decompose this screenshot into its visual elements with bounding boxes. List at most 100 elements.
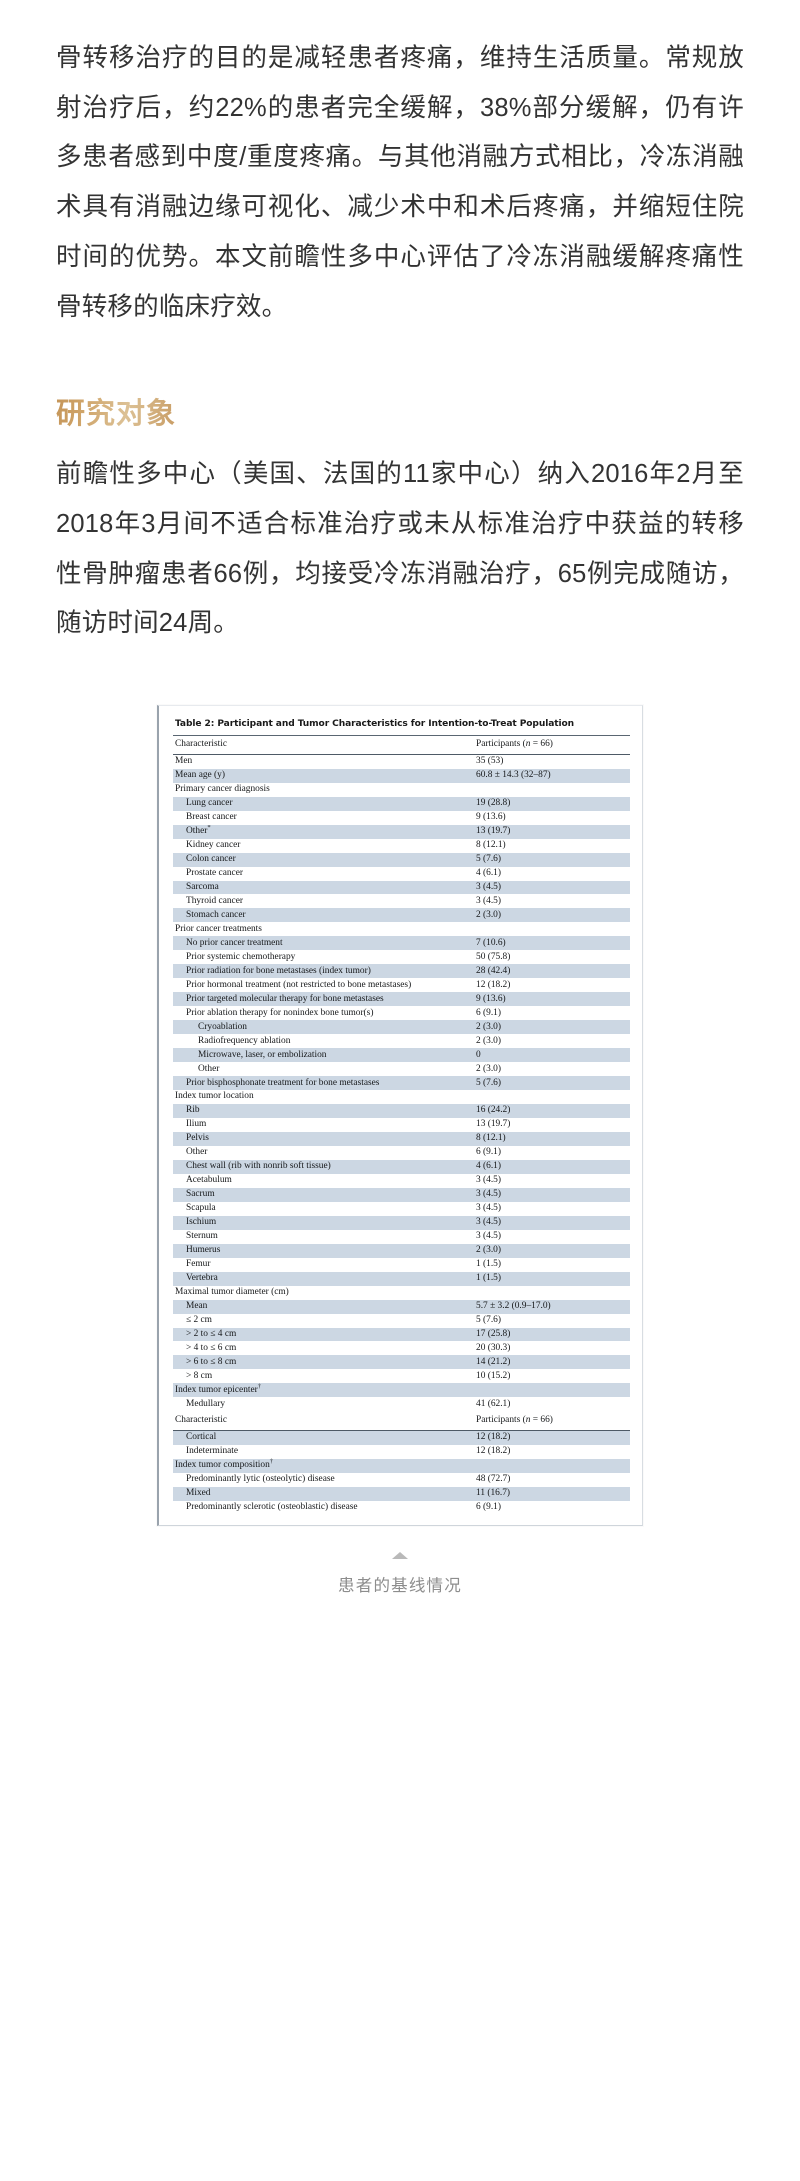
row-value: 6 (9.1): [476, 1007, 501, 1018]
row-label: > 4 to ≤ 6 cm: [186, 1342, 237, 1353]
row-value: 6 (9.1): [476, 1502, 501, 1513]
row-label: Sternum: [186, 1231, 218, 1242]
row-label: Other: [186, 1147, 208, 1158]
row-label: Other: [198, 1063, 220, 1074]
column-header-participants: Participants (n = 66): [472, 736, 630, 755]
row-value: 3 (4.5): [472, 880, 630, 895]
row-value: 2 (3.0): [472, 1243, 630, 1258]
table-row: Sarcoma 3 (4.5): [173, 880, 630, 895]
row-value: 48 (72.7): [476, 1474, 511, 1485]
row-label: Ischium: [173, 1215, 472, 1230]
row-value: 11 (16.7): [472, 1486, 630, 1501]
row-label: Mixed: [173, 1486, 472, 1501]
table-row: Prior radiation for bone metastases (ind…: [173, 964, 630, 979]
table-row: Predominantly lytic (osteolytic) disease…: [173, 1473, 630, 1487]
row-label: Radiofrequency ablation: [198, 1035, 291, 1046]
row-label: ≤ 2 cm: [186, 1314, 212, 1325]
table-row: Kidney cancer 8 (12.1): [173, 839, 630, 853]
row-value: 3 (4.5): [476, 1203, 501, 1214]
column-header-participants: Participants (n = 66): [472, 1411, 630, 1431]
row-value: 4 (6.1): [472, 1159, 630, 1174]
row-value: 2 (3.0): [476, 1035, 501, 1046]
table-title: Table 2: Participant and Tumor Character…: [173, 716, 630, 737]
table-row: Predominantly sclerotic (osteoblastic) d…: [173, 1501, 630, 1515]
footnote-marker: †: [269, 1458, 274, 1466]
table-row: Chest wall (rib with nonrib soft tissue)…: [173, 1159, 630, 1174]
row-label: > 2 to ≤ 4 cm: [173, 1327, 472, 1342]
row-value: 12 (18.2): [472, 1430, 630, 1445]
table-row: No prior cancer treatment 7 (10.6): [173, 936, 630, 951]
row-value: 2 (3.0): [476, 1063, 501, 1074]
table-row: Scapula 3 (4.5): [173, 1202, 630, 1216]
section-heading-study-subjects: 研究对象: [56, 332, 176, 450]
row-label: Maximal tumor diameter (cm): [175, 1287, 289, 1298]
table-row: Acetabulum 3 (4.5): [173, 1174, 630, 1188]
row-label: Prior systemic chemotherapy: [186, 951, 296, 962]
row-label: Cryoablation: [173, 1020, 472, 1035]
row-value: 5 (7.6): [472, 852, 630, 867]
figure-table2: Table 2: Participant and Tumor Character…: [0, 649, 800, 1636]
row-value: 14 (21.2): [472, 1355, 630, 1370]
row-label: Men: [175, 756, 193, 767]
paragraph-intro: 骨转移治疗的目的是减轻患者疼痛，维持生活质量。常规放射治疗后，约22%的患者完全…: [56, 44, 744, 321]
row-label: Other*: [173, 823, 472, 839]
table-row: Primary cancer diagnosis: [173, 783, 630, 797]
row-value: 8 (12.1): [476, 840, 506, 851]
row-label: Prior targeted molecular therapy for bon…: [173, 992, 472, 1007]
table-row: Medullary 41 (62.1): [173, 1397, 630, 1411]
row-label: Index tumor composition†: [173, 1458, 472, 1473]
row-value: 0: [472, 1048, 630, 1063]
row-value: 41 (62.1): [476, 1398, 511, 1409]
row-value: 9 (13.6): [472, 992, 630, 1007]
table-row: Prior hormonal treatment (not restricted…: [173, 978, 630, 992]
table-row: Prior systemic chemotherapy 50 (75.8): [173, 950, 630, 964]
table-row: Mean age (y) 60.8 ± 14.3 (32–87): [173, 768, 630, 783]
table-row: Prior bisphosphonate treatment for bone …: [173, 1076, 630, 1091]
table-row: Radiofrequency ablation 2 (3.0): [173, 1034, 630, 1048]
table-header-row: Characteristic Participants (n = 66): [173, 1411, 630, 1431]
table-row: > 4 to ≤ 6 cm 20 (30.3): [173, 1341, 630, 1355]
row-value: 20 (30.3): [476, 1342, 511, 1353]
table-row: > 6 to ≤ 8 cm 14 (21.2): [173, 1355, 630, 1370]
row-label: Indeterminate: [186, 1446, 239, 1457]
table-row: Other 2 (3.0): [173, 1062, 630, 1076]
caret-up-icon: [392, 1551, 408, 1559]
table-row: Prior ablation therapy for nonindex bone…: [173, 1006, 630, 1020]
table-row: Vertebra 1 (1.5): [173, 1271, 630, 1286]
table-row: Sacrum 3 (4.5): [173, 1187, 630, 1202]
table-row: Rib 16 (24.2): [173, 1104, 630, 1118]
row-value: 35 (53): [476, 756, 504, 767]
row-value: 5 (7.6): [476, 1314, 501, 1325]
table-header-row: Characteristic Participants (n = 66): [173, 736, 630, 755]
row-label: Mean age (y): [173, 768, 472, 783]
row-value: 3 (4.5): [472, 1215, 630, 1230]
row-label: Vertebra: [173, 1271, 472, 1286]
row-label: Femur: [186, 1259, 211, 1270]
row-value: [472, 1458, 630, 1473]
row-label: > 6 to ≤ 8 cm: [173, 1355, 472, 1370]
row-label: Prior bisphosphonate treatment for bone …: [173, 1076, 472, 1091]
table-row: Prior cancer treatments: [173, 922, 630, 936]
row-value: 5 (7.6): [472, 1076, 630, 1091]
row-label: Cortical: [173, 1430, 472, 1445]
table-row: Microwave, laser, or embolization 0: [173, 1048, 630, 1063]
row-label: Prior hormonal treatment (not restricted…: [186, 979, 412, 990]
row-label: Lung cancer: [173, 796, 472, 811]
row-value: [472, 1286, 630, 1300]
row-value: [472, 1383, 630, 1398]
row-label: Colon cancer: [173, 852, 472, 867]
row-value: 7 (10.6): [472, 936, 630, 951]
row-value: [472, 1090, 630, 1104]
row-label: Pelvis: [173, 1131, 472, 1146]
row-value: [472, 783, 630, 797]
footnote-marker: *: [207, 823, 211, 831]
table-row: Men 35 (53): [173, 754, 630, 768]
row-value: 13 (19.7): [476, 1119, 511, 1130]
table2-card[interactable]: Table 2: Participant and Tumor Character…: [157, 705, 643, 1526]
table-row: Lung cancer 19 (28.8): [173, 796, 630, 811]
table-row: Other 6 (9.1): [173, 1146, 630, 1160]
table-row: Prior targeted molecular therapy for bon…: [173, 992, 630, 1007]
row-label: Rib: [173, 1104, 472, 1118]
table-row: > 2 to ≤ 4 cm 17 (25.8): [173, 1327, 630, 1342]
row-label: Index tumor location: [175, 1091, 254, 1102]
